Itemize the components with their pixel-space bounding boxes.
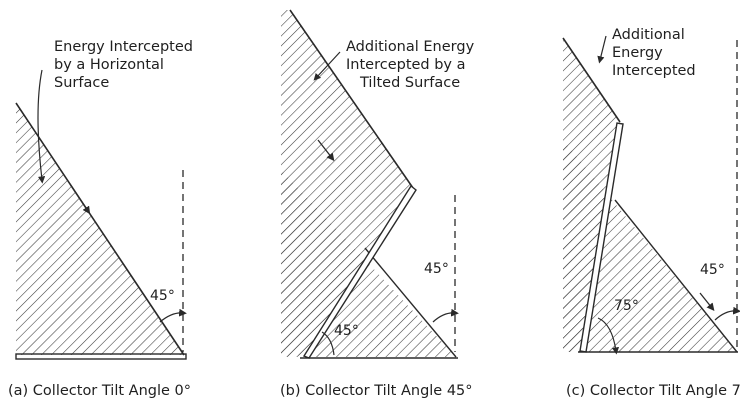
panel-b-sun-angle-arc (432, 308, 459, 323)
panel-a-annotation: Energy Intercepted by a Horizontal Surfa… (54, 38, 193, 92)
panel-b-lower-ray-boundary (364, 247, 457, 358)
panel-b-tilt-angle-label: 45° (334, 323, 359, 339)
panel-b-caption: (b) Collector Tilt Angle 45° (280, 383, 473, 399)
panel-a-sun-ray-boundary (15, 102, 185, 356)
panel-c (562, 35, 740, 355)
panel-c-annotation-line-2: Energy (612, 45, 663, 61)
panel-a-ray-arrow (69, 183, 91, 215)
panel-c-annotation-leader (597, 35, 607, 64)
panel-a-annotation-line-1: Energy Intercepted (54, 39, 193, 55)
panel-c-tilt-angle-arc (597, 317, 620, 355)
panel-c-tilt-angle-label: 75° (614, 298, 639, 314)
panel-c-sun-ray-boundary (562, 37, 621, 123)
panel-c-sun-angle-label: 45° (700, 262, 725, 278)
panel-b-annotation-line-2: Intercepted by a (346, 57, 466, 73)
panel-a-annotation-line-3: Surface (54, 75, 110, 91)
panel-c-annotation: Additional Energy Intercepted (612, 26, 696, 80)
panel-b-ray-arrow (317, 139, 335, 162)
panel-b-annotation-line-1: Additional Energy (346, 39, 475, 55)
panel-b-sun-ray-boundary (289, 9, 414, 189)
panel-b-annotation-line-3: Tilted Surface (360, 75, 461, 91)
panel-c-lower-ray-boundary (614, 199, 738, 353)
panel-b-annotation: Additional Energy Intercepted by a Tilte… (346, 38, 474, 92)
panel-c-annotation-line-1: Additional (612, 27, 685, 43)
panel-a-sun-angle-label: 45° (150, 288, 175, 304)
panel-a-sun-angle-arc (159, 308, 187, 323)
panel-c-ray-arrow (699, 292, 715, 312)
panel-c-caption: (c) Collector Tilt Angle 75° (566, 383, 740, 399)
panel-c-sun-angle-arc (714, 306, 740, 321)
panel-a-caption: (a) Collector Tilt Angle 0° (8, 383, 191, 399)
panel-b-additional-energy-region (281, 10, 413, 357)
panel-b-sun-angle-label: 45° (424, 261, 449, 277)
panel-a (15, 69, 187, 360)
panel-b-annotation-leader (313, 51, 341, 81)
panel-a-annotation-line-2: by a Horizontal (54, 57, 164, 73)
panel-b-tilt-angle-arc (321, 331, 335, 356)
panel-b (281, 9, 459, 359)
panel-a-annotation-leader (37, 69, 46, 184)
panel-c-annotation-line-3: Intercepted (612, 63, 696, 79)
panel-c-additional-energy-region (563, 38, 620, 352)
panel-a-collector-surface (15, 353, 187, 360)
